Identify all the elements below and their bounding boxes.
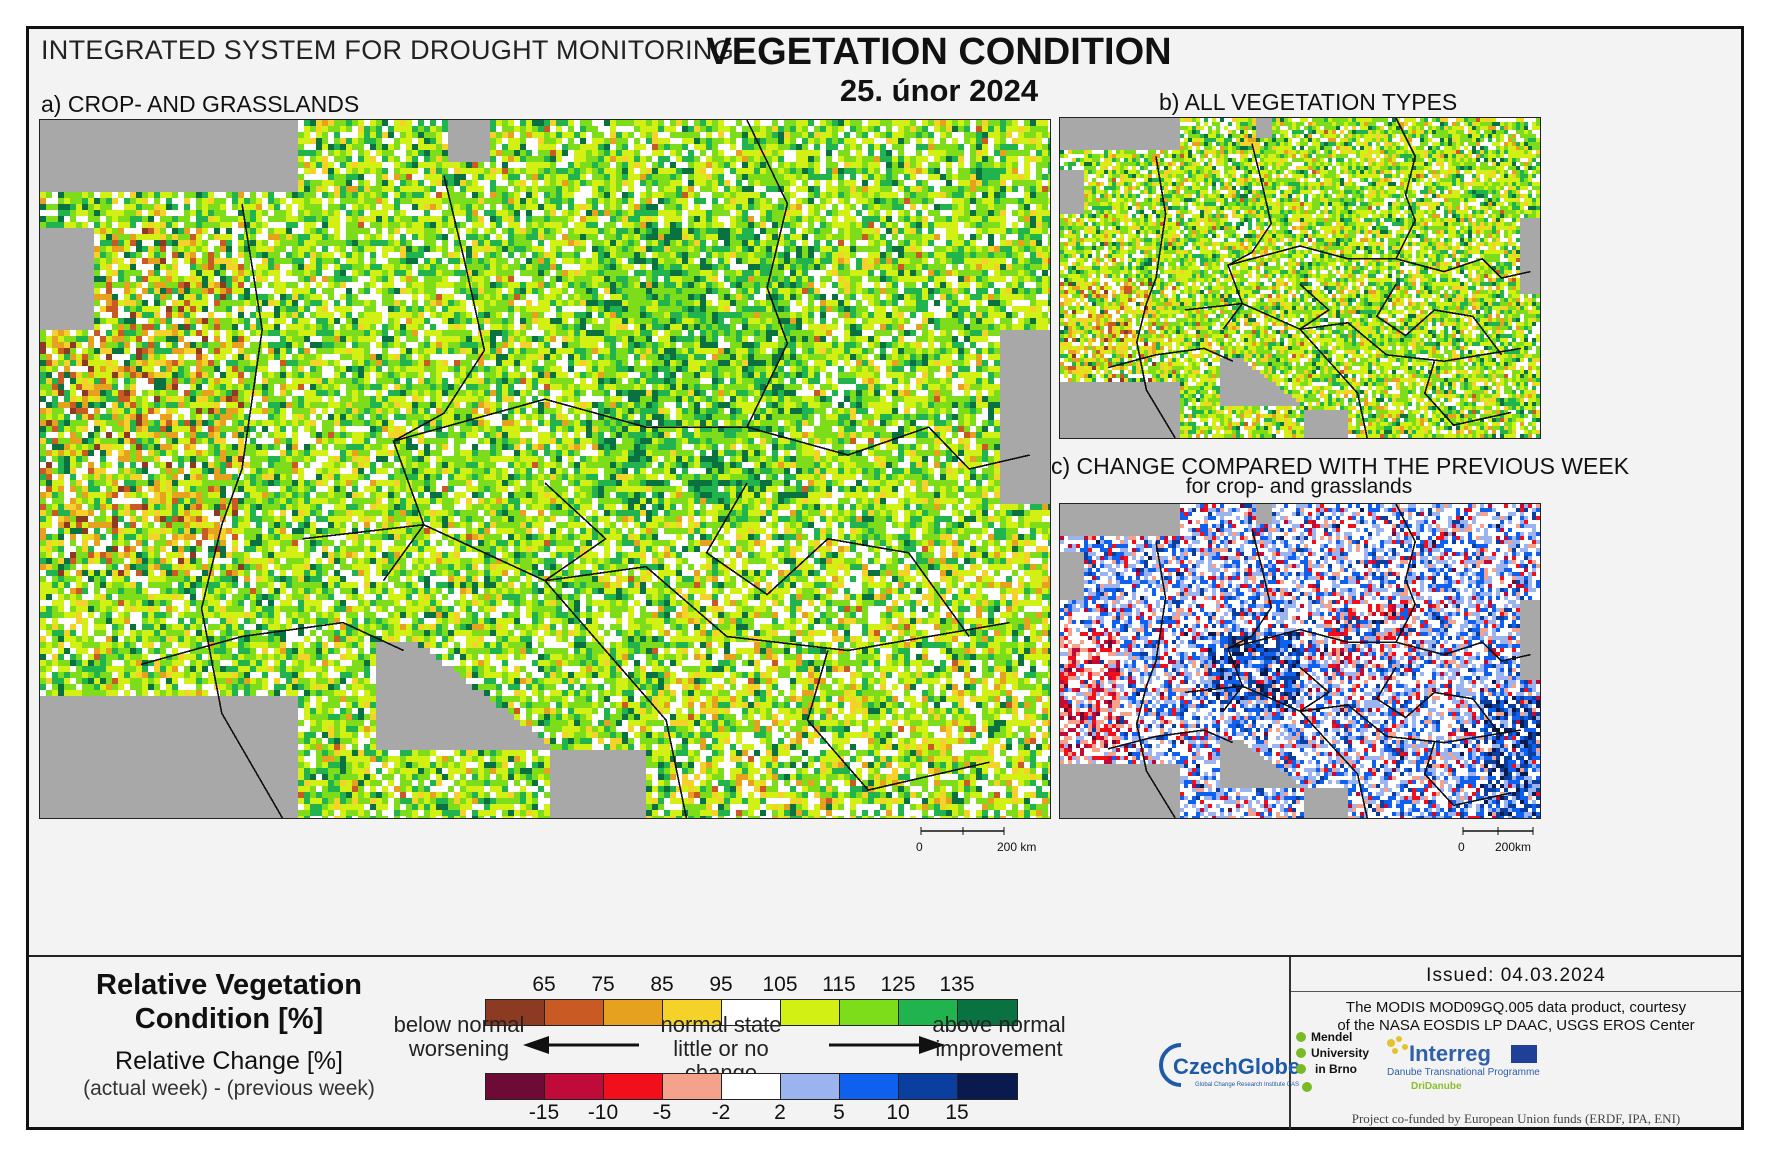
scalebar-c-zero: 0 [1458, 840, 1465, 854]
rvc-tick-label: 85 [632, 973, 692, 997]
rvc-tick-label: 125 [868, 973, 928, 997]
issue-date-title: 25. únor 2024 [589, 73, 1289, 109]
change-swatch [899, 1074, 958, 1099]
label-above-normal: above normal improvement [929, 1013, 1069, 1061]
map-crop-grasslands [39, 119, 1051, 819]
system-title: INTEGRATED SYSTEM FOR DROUGHT MONITORING [41, 35, 734, 66]
footer-divider [29, 955, 1741, 957]
change-tick-label: -10 [573, 1101, 633, 1125]
rvc-swatch [545, 1000, 604, 1025]
change-color-ramp [485, 1073, 1018, 1100]
rvc-tick-label: 135 [927, 973, 987, 997]
scalebar-a [919, 827, 1049, 852]
main-title: VEGETATION CONDITION [609, 31, 1269, 74]
change-swatch [722, 1074, 781, 1099]
rvc-swatch [663, 1000, 722, 1025]
change-swatch [486, 1074, 545, 1099]
map-weekly-change [1059, 503, 1541, 819]
label-below-normal: below normal worsening [389, 1013, 529, 1061]
poster: INTEGRATED SYSTEM FOR DROUGHT MONITORING… [26, 26, 1744, 1130]
map-all-vegetation [1059, 117, 1541, 439]
change-swatch [663, 1074, 722, 1099]
rvc-tick-label: 95 [691, 973, 751, 997]
change-tick-label: -2 [691, 1101, 751, 1125]
rvc-tick-label: 105 [750, 973, 810, 997]
legend-change-formula: (actual week) - (previous week) [69, 1077, 389, 1101]
panel-b-label: b) ALL VEGETATION TYPES [1159, 89, 1457, 116]
rvc-swatch [781, 1000, 840, 1025]
change-tick-label: 15 [927, 1101, 987, 1125]
panel-c-sublabel: for crop- and grasslands [1049, 475, 1549, 499]
rvc-color-ramp [485, 999, 1018, 1026]
rvc-swatch [958, 1000, 1017, 1025]
change-tick-label: 5 [809, 1101, 869, 1125]
scalebar-c-label: 200km [1495, 840, 1531, 854]
change-swatch [958, 1074, 1017, 1099]
scalebar-c [1461, 827, 1541, 852]
panel-c-label: c) CHANGE COMPARED WITH THE PREVIOUS WEE… [1051, 453, 1629, 480]
legend-rvc-title-2: Condition [%] [69, 1003, 389, 1036]
issued-divider [1291, 991, 1741, 992]
legend-change-title: Relative Change [%] [69, 1047, 389, 1076]
footer-separator [1289, 957, 1291, 1129]
change-swatch [545, 1074, 604, 1099]
scalebar-a-zero: 0 [916, 840, 923, 854]
rvc-swatch [899, 1000, 958, 1025]
legend-rvc-title-1: Relative Vegetation [69, 969, 389, 1002]
change-swatch [840, 1074, 899, 1099]
panel-a-label: a) CROP- AND GRASSLANDS [41, 91, 359, 118]
change-tick-label: 10 [868, 1101, 928, 1125]
change-tick-label: -5 [632, 1101, 692, 1125]
mendel-logo: Mendel University in Brno [1295, 1029, 1395, 1104]
cofunding-note: Project co-funded by European Union fund… [1291, 1111, 1741, 1127]
legend-arrows [523, 1036, 945, 1054]
rvc-swatch [604, 1000, 663, 1025]
rvc-swatch [722, 1000, 781, 1025]
rvc-tick-label: 65 [514, 973, 574, 997]
change-tick-label: 2 [750, 1101, 810, 1125]
change-swatch [781, 1074, 840, 1099]
rvc-tick-label: 75 [573, 973, 633, 997]
czechglobe-logo: CzechGlobe Global Change Research Instit… [1159, 1039, 1319, 1094]
scalebar-a-label: 200 km [997, 840, 1036, 854]
issued-date: Issued: 04.03.2024 [1291, 965, 1741, 987]
rvc-tick-label: 115 [809, 973, 869, 997]
interreg-logo: Interreg Danube Transnational Programme … [1381, 1033, 1541, 1098]
change-tick-label: -15 [514, 1101, 574, 1125]
rvc-swatch [840, 1000, 899, 1025]
rvc-swatch [486, 1000, 545, 1025]
change-swatch [604, 1074, 663, 1099]
data-courtesy: The MODIS MOD09GQ.005 data product, cour… [1291, 999, 1741, 1035]
